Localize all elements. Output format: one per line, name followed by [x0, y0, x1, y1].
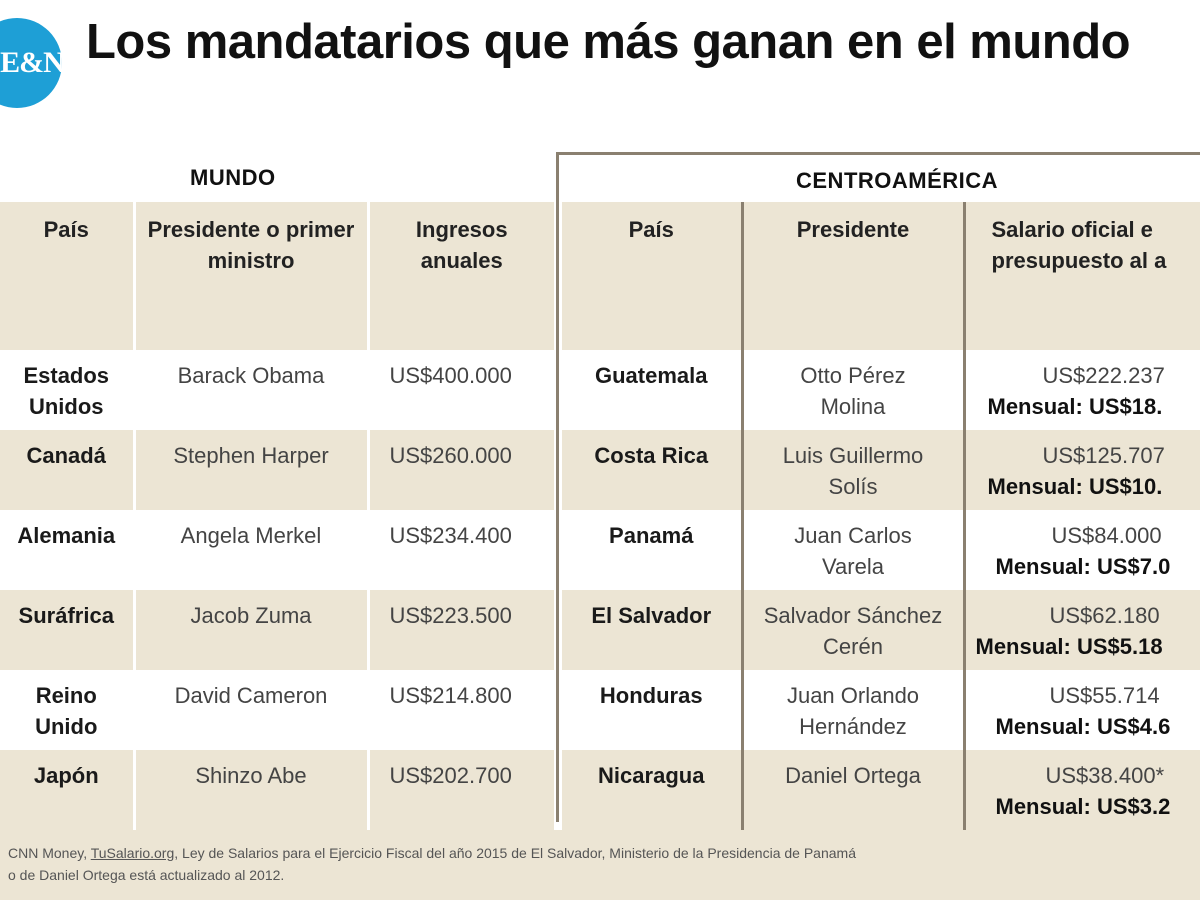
- annual-salary: US$38.400*: [1045, 763, 1165, 788]
- country-cell: Honduras: [562, 670, 742, 750]
- president-cell: Salvador Sánchez Cerén: [740, 590, 964, 670]
- salary-cell: US$125.707 Mensual: US$10.: [962, 430, 1200, 510]
- country-cell: Japón: [0, 750, 134, 830]
- annual-salary: US$55.714: [1049, 683, 1160, 708]
- header-country: País: [0, 202, 134, 350]
- header-leader: Presidente o primer ministro: [132, 202, 368, 350]
- president-cell: Otto Pérez Molina: [740, 350, 964, 430]
- country-cell: Estados Unidos: [0, 350, 134, 430]
- salary-cell: US$38.400* Mensual: US$3.2: [962, 750, 1200, 830]
- annual-salary: US$222.237: [1042, 363, 1165, 388]
- table-row: Honduras Juan Orlando Hernández US$55.71…: [562, 670, 1200, 750]
- monthly-salary: Mensual: US$4.6: [995, 714, 1171, 739]
- country-cell: Suráfrica: [0, 590, 134, 670]
- monthly-salary: Mensual: US$10.: [987, 474, 1163, 499]
- leader-cell: Angela Merkel: [132, 510, 368, 590]
- leader-cell: Barack Obama: [132, 350, 368, 430]
- monthly-salary: Mensual: US$5.18: [975, 634, 1163, 659]
- salary-cell: US$222.237 Mensual: US$18.: [962, 350, 1200, 430]
- header-income: Ingresos anuales: [366, 202, 554, 350]
- leader-cell: David Cameron: [132, 670, 368, 750]
- annual-salary: US$84.000: [1051, 523, 1162, 548]
- country-cell: Panamá: [562, 510, 742, 590]
- table-row: Costa Rica Luis Guillermo Solís US$125.7…: [562, 430, 1200, 510]
- centroamerica-section-label: CENTROAMÉRICA: [796, 168, 999, 193]
- mundo-section-label: MUNDO: [190, 165, 276, 190]
- table-row: Nicaragua Daniel Ortega US$38.400* Mensu…: [562, 750, 1200, 830]
- header-president: Presidente: [740, 202, 964, 350]
- president-cell: Daniel Ortega: [740, 750, 964, 830]
- table-row: Suráfrica Jacob Zuma US$223.500: [0, 590, 554, 670]
- table-row: Canadá Stephen Harper US$260.000: [0, 430, 554, 510]
- source-line: CNN Money, TuSalario.org, Ley de Salario…: [8, 845, 856, 861]
- table-row: Reino Unido David Cameron US$214.800: [0, 670, 554, 750]
- income-cell: US$223.500: [366, 590, 554, 670]
- country-cell: Guatemala: [562, 350, 742, 430]
- source-link[interactable]: TuSalario.org: [90, 845, 175, 861]
- table-header-row: País Presidente o primer ministro Ingres…: [0, 202, 554, 350]
- income-cell: US$214.800: [366, 670, 554, 750]
- header-salary: Salario oficial e presupuesto al a: [962, 202, 1200, 350]
- publisher-logo: E&N: [0, 18, 65, 108]
- monthly-salary: Mensual: US$3.2: [995, 794, 1171, 819]
- monthly-salary: Mensual: US$18.: [987, 394, 1163, 419]
- table-row: Guatemala Otto Pérez Molina US$222.237 M…: [562, 350, 1200, 430]
- president-cell: Juan Orlando Hernández: [740, 670, 964, 750]
- header-country: País: [562, 202, 742, 350]
- salary-cell: US$62.180 Mensual: US$5.18: [962, 590, 1200, 670]
- country-cell: Alemania: [0, 510, 134, 590]
- source-note: o de Daniel Ortega está actualizado al 2…: [8, 867, 285, 883]
- income-cell: US$234.400: [366, 510, 554, 590]
- table-row: El Salvador Salvador Sánchez Cerén US$62…: [562, 590, 1200, 670]
- page-title: Los mandatarios que más ganan en el mund…: [86, 15, 1131, 69]
- income-cell: US$400.000: [366, 350, 554, 430]
- country-cell: Canadá: [0, 430, 134, 510]
- country-cell: Costa Rica: [562, 430, 742, 510]
- table-row: Alemania Angela Merkel US$234.400: [0, 510, 554, 590]
- income-cell: US$260.000: [366, 430, 554, 510]
- mundo-table: País Presidente o primer ministro Ingres…: [0, 202, 554, 830]
- country-cell: Nicaragua: [562, 750, 742, 830]
- centroamerica-table: País Presidente Salario oficial e presup…: [562, 202, 1200, 830]
- president-cell: Juan Carlos Varela: [740, 510, 964, 590]
- table-row: Panamá Juan Carlos Varela US$84.000 Mens…: [562, 510, 1200, 590]
- source-footer: CNN Money, TuSalario.org, Ley de Salario…: [0, 830, 1200, 900]
- salary-cell: US$84.000 Mensual: US$7.0: [962, 510, 1200, 590]
- income-cell: US$202.700: [366, 750, 554, 830]
- country-cell: Reino Unido: [0, 670, 134, 750]
- table-row: Estados Unidos Barack Obama US$400.000: [0, 350, 554, 430]
- president-cell: Luis Guillermo Solís: [740, 430, 964, 510]
- table-row: Japón Shinzo Abe US$202.700: [0, 750, 554, 830]
- leader-cell: Shinzo Abe: [132, 750, 368, 830]
- annual-salary: US$62.180: [1049, 603, 1160, 628]
- annual-salary: US$125.707: [1042, 443, 1165, 468]
- table-header-row: País Presidente Salario oficial e presup…: [562, 202, 1200, 350]
- leader-cell: Stephen Harper: [132, 430, 368, 510]
- country-cell: El Salvador: [562, 590, 742, 670]
- salary-cell: US$55.714 Mensual: US$4.6: [962, 670, 1200, 750]
- monthly-salary: Mensual: US$7.0: [995, 554, 1171, 579]
- leader-cell: Jacob Zuma: [132, 590, 368, 670]
